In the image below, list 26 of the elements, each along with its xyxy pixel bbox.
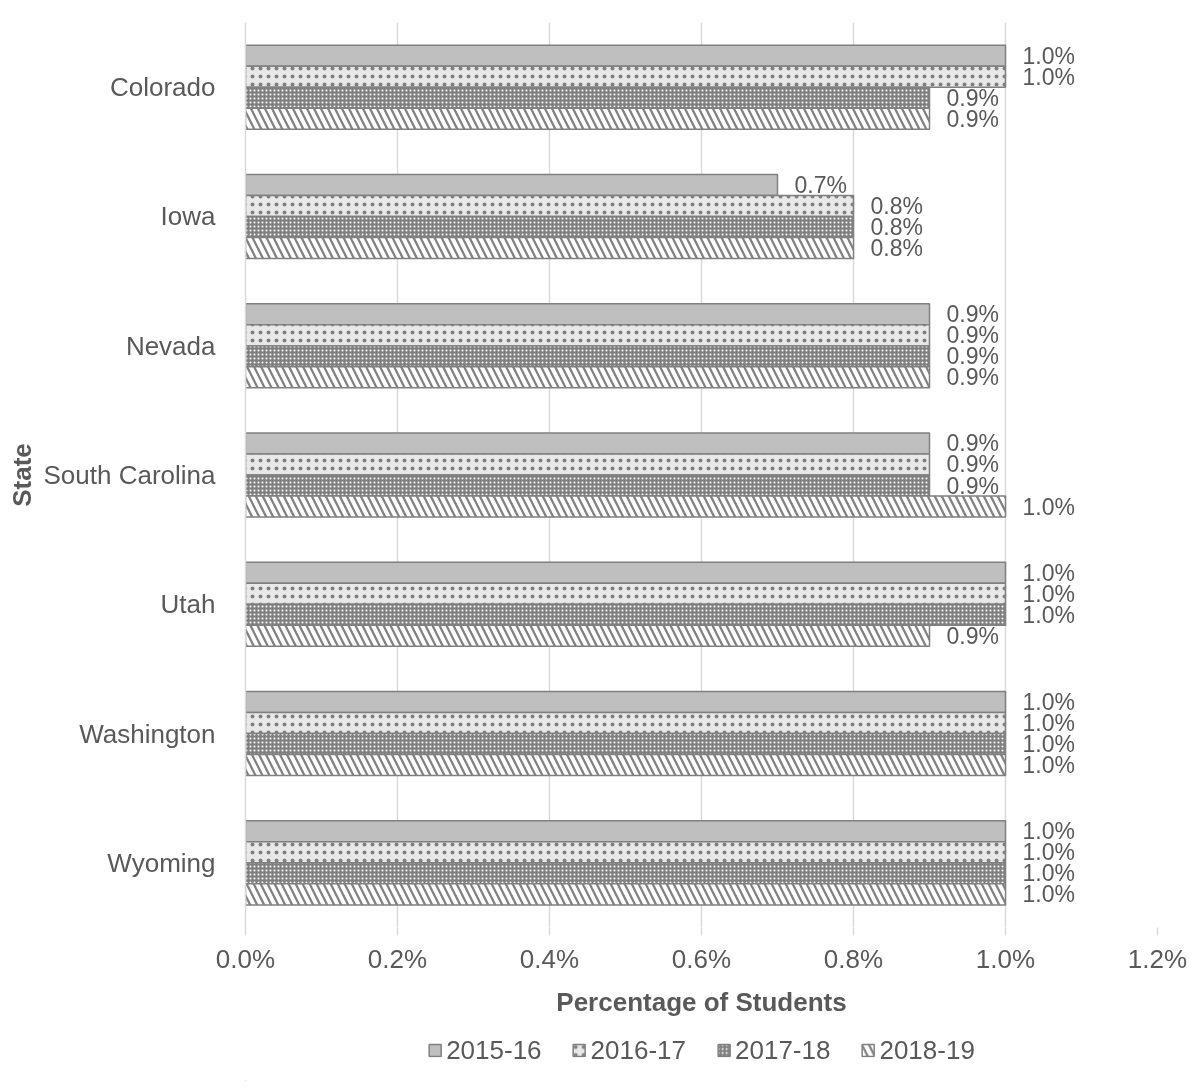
legend-label: 2017-18 <box>735 1034 831 1066</box>
y-tick-label: South Carolina <box>43 460 217 490</box>
y-tick-label: Nevada <box>125 330 217 361</box>
data-label: 0.9% <box>946 622 999 649</box>
x-tick-label: 0.6% <box>671 943 732 974</box>
legend-label: 2016-17 <box>590 1034 686 1066</box>
data-label: 1.0% <box>1022 752 1075 779</box>
x-axis-title: Percentage of Students <box>556 986 847 1017</box>
legend-label: 2018-19 <box>879 1034 975 1066</box>
y-tick-label: Utah <box>160 589 216 620</box>
x-tick-label: 0.0% <box>215 943 276 974</box>
x-tick-label: 1.2% <box>1127 943 1188 974</box>
legend-label: 2015-16 <box>446 1034 542 1066</box>
y-tick-label: Wyoming <box>107 847 216 878</box>
x-tick-label: 1.0% <box>975 943 1036 974</box>
x-tick-label: 0.8% <box>823 943 884 974</box>
data-label: 1.0% <box>1022 493 1075 520</box>
data-label: 1.0% <box>1022 881 1075 908</box>
data-label: 0.7% <box>794 171 847 198</box>
y-tick-label: Colorado <box>109 72 216 103</box>
y-tick-label: Washington <box>79 718 216 749</box>
y-tick-label: Iowa <box>160 201 217 232</box>
x-tick-label: 0.2% <box>367 943 428 974</box>
data-label: 0.9% <box>946 364 999 391</box>
y-axis-title: State <box>6 443 37 507</box>
x-tick-label: 0.4% <box>519 943 580 974</box>
